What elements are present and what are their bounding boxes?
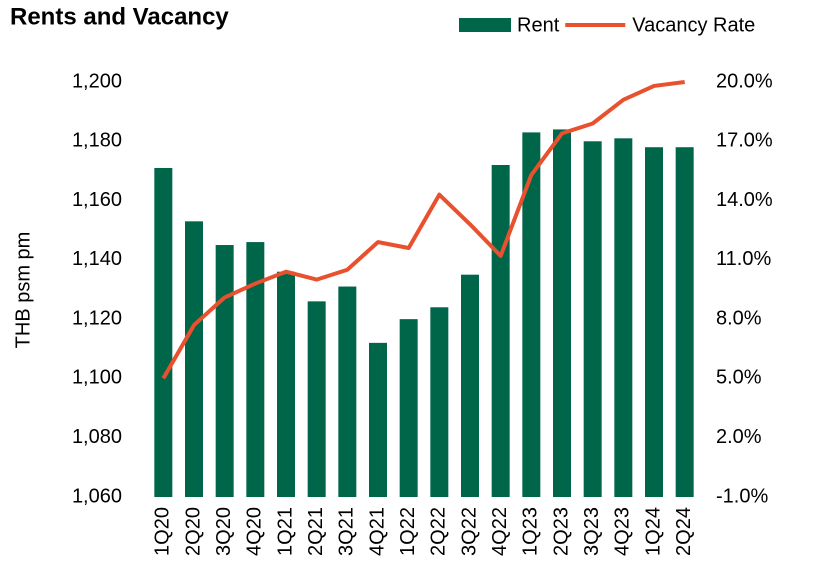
y-tick-label: 1,120 <box>72 307 122 329</box>
bar <box>369 342 387 497</box>
bar <box>675 147 694 497</box>
bar <box>277 271 295 497</box>
x-tick-label: 4Q23 <box>612 507 634 556</box>
x-tick-label: 2Q20 <box>182 507 204 556</box>
y2-tick-label: 8.0% <box>716 307 762 329</box>
bar <box>246 242 265 497</box>
x-tick-label: 1Q20 <box>152 507 174 556</box>
bar <box>430 307 449 497</box>
y2-tick-label: 17.0% <box>716 130 773 152</box>
bar <box>154 167 173 497</box>
y2-tick-label: 11.0% <box>716 248 771 270</box>
x-tick-label: 2Q22 <box>428 507 450 556</box>
bar <box>614 138 633 498</box>
y-tick-label: 1,100 <box>72 367 122 389</box>
y-tick-label: 1,080 <box>72 426 122 448</box>
legend-swatch <box>459 18 511 32</box>
x-tick-label: 2Q24 <box>673 507 695 556</box>
x-tick-label: 3Q23 <box>581 507 603 556</box>
x-tick-label: 4Q20 <box>244 507 266 556</box>
y-tick-label: 1,060 <box>72 485 122 507</box>
bar <box>645 147 663 497</box>
line <box>161 80 685 380</box>
y-tick-label: 1,180 <box>72 130 122 152</box>
y2-tick-label: 2.0% <box>716 426 762 448</box>
bar <box>491 165 510 497</box>
bar <box>522 132 541 497</box>
x-tick-label: 3Q22 <box>458 507 480 556</box>
bar <box>399 319 418 497</box>
bar <box>583 141 602 498</box>
y-tick-label: 1,160 <box>72 189 122 211</box>
y-tick-label: 1,140 <box>72 248 122 270</box>
x-tick-label: 1Q24 <box>642 507 664 556</box>
y2-tick-label: 5.0% <box>716 367 762 389</box>
x-tick-label: 4Q22 <box>489 507 511 556</box>
bar <box>553 129 571 497</box>
y2-tick-label: 14.0% <box>716 189 773 211</box>
chart-title: Rents and Vacancy <box>10 3 229 30</box>
x-tick-label: 3Q21 <box>336 507 358 556</box>
x-tick-label: 1Q22 <box>397 507 419 556</box>
legend-label: Vacancy Rate <box>632 14 755 36</box>
y-tick-label: 1,200 <box>72 70 122 92</box>
x-tick-label: 3Q20 <box>213 507 235 556</box>
legend-label: Rent <box>517 14 560 36</box>
x-tick-label: 4Q21 <box>366 507 388 556</box>
y-axis-label: THB psm pm <box>12 232 34 349</box>
bar <box>338 286 357 497</box>
y2-tick-label: 20.0% <box>716 70 773 92</box>
bar <box>215 245 234 497</box>
x-tick-label: 2Q21 <box>305 507 327 556</box>
x-tick-label: 1Q21 <box>274 507 296 556</box>
bar <box>185 221 203 498</box>
bar <box>461 274 479 497</box>
bar <box>307 301 326 497</box>
x-tick-label: 2Q23 <box>550 507 572 556</box>
x-tick-label: 1Q23 <box>520 507 542 556</box>
y2-tick-label: -1.0% <box>716 485 768 507</box>
